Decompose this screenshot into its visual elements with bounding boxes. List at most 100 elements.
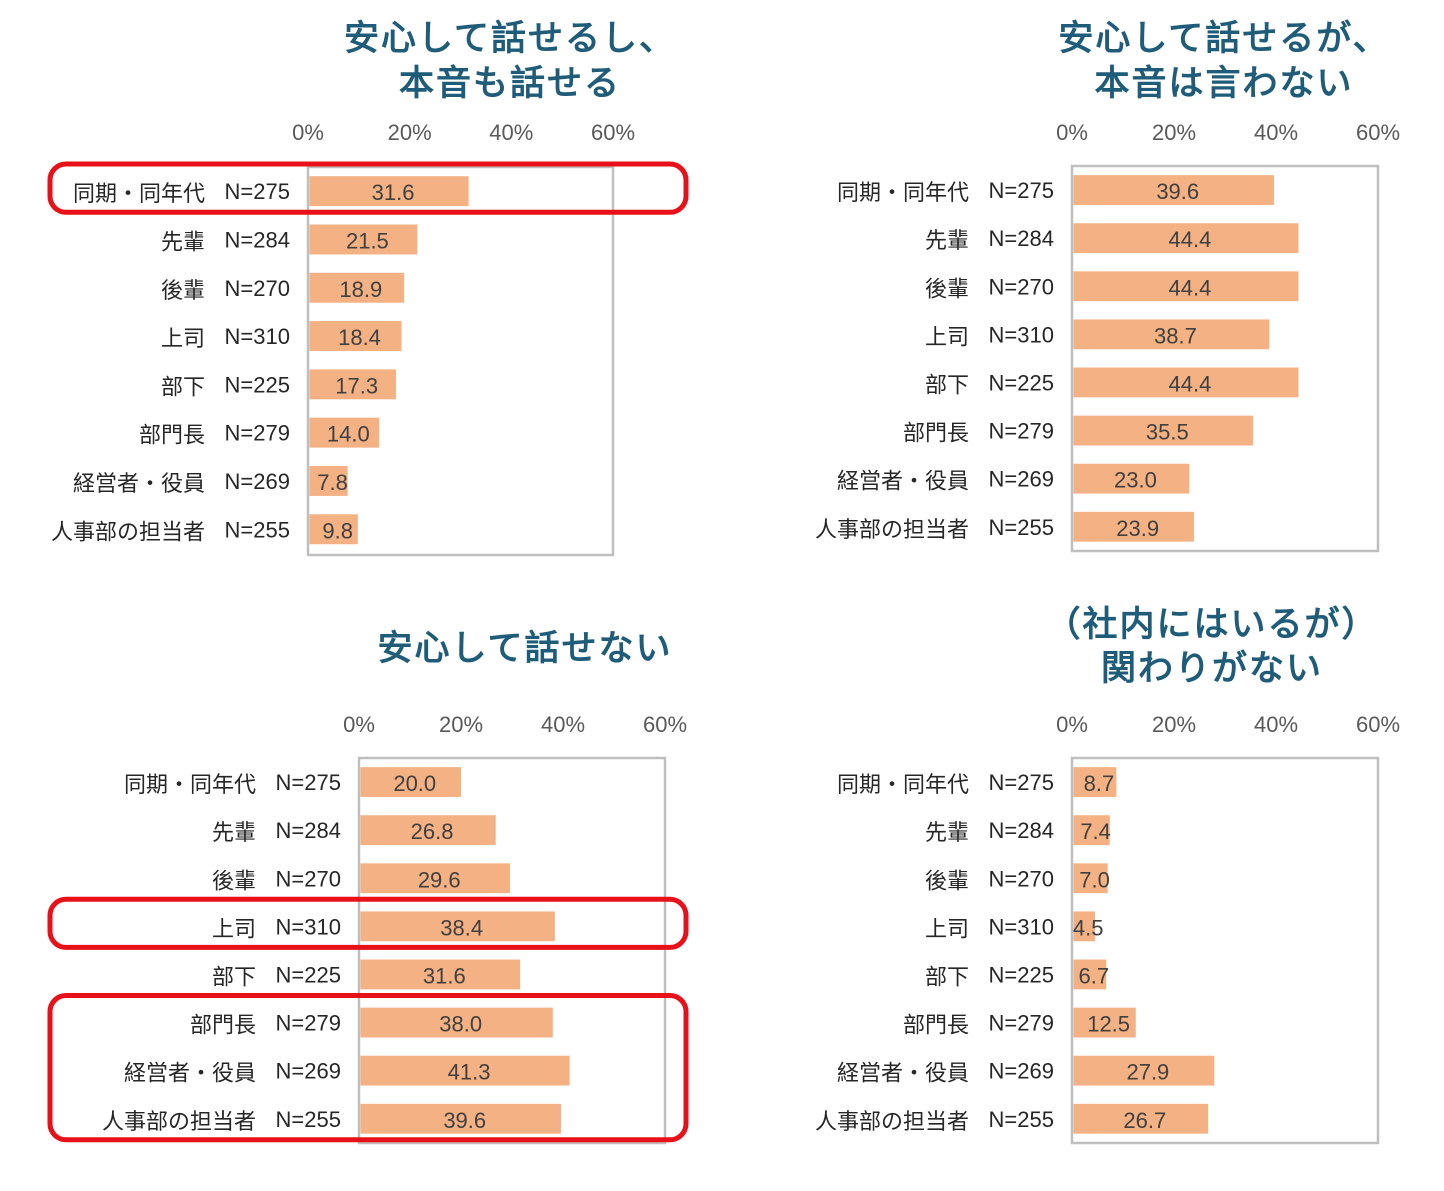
bar-value-label: 38.0 [439,1012,482,1037]
bar [309,224,418,255]
chart-title-line: 安心して話せるが、 [1058,19,1389,59]
bar-value-label: 26.8 [411,819,454,844]
category-label: 部下 [212,965,256,990]
chart-title-line: 関わりがない [1101,649,1323,689]
bar [309,417,380,448]
sample-size-label: N=279 [276,1011,341,1036]
bar [309,514,358,545]
bar-value-label: 31.6 [372,180,415,205]
bar-value-label: 31.6 [423,963,466,988]
category-label: 先輩 [161,230,205,255]
chart-panel-3: 安心して話せない 0% 20% 40% 60% 20.0 N=275 同期・同年代 26.8 N=… [47,629,689,1145]
bar [360,767,461,797]
sample-size-label: N=255 [276,1107,341,1132]
category-label: 人事部の担当者 [51,520,205,545]
x-tick-label: 0% [1056,120,1088,145]
bar-value-label: 29.6 [418,867,461,892]
bar [1073,511,1194,542]
bar-value-label: 6.7 [1079,963,1110,988]
bar [309,321,402,352]
bar [309,369,396,400]
bar-value-label: 27.9 [1126,1060,1169,1085]
bar [1073,367,1299,398]
x-tick-label: 40% [541,712,585,737]
plot-frame [1070,164,1380,553]
sample-size-label: N=310 [989,322,1054,347]
bar [360,911,555,942]
highlight-box [47,161,689,215]
sample-size-label: N=275 [989,178,1054,203]
bar [1073,863,1108,894]
bar [1073,319,1270,350]
bar-value-label: 44.4 [1169,371,1212,396]
category-label: 部門長 [903,1014,969,1039]
x-tick-label: 20% [1152,712,1196,737]
bar [1073,175,1274,205]
sample-size-label: N=279 [989,419,1054,444]
bar [309,272,405,303]
bar-value-label: 41.3 [448,1060,491,1085]
sample-size-label: N=270 [989,866,1054,891]
sample-size-label: N=310 [276,914,341,939]
category-label: 部下 [161,375,205,400]
bar [1073,463,1190,494]
sample-size-label: N=225 [989,370,1054,395]
sample-size-label: N=284 [276,818,341,843]
x-tick-label: 0% [1056,712,1088,737]
bar [1073,223,1299,254]
sample-size-label: N=284 [989,818,1054,843]
sample-size-label: N=255 [989,515,1054,540]
bar [1073,815,1110,846]
sample-size-label: N=284 [989,226,1054,251]
x-tick-label: 40% [489,120,533,145]
category-label: 先輩 [925,821,969,846]
category-label: 後輩 [161,279,205,304]
category-label: 人事部の担当者 [815,1110,969,1135]
sample-size-label: N=275 [225,179,290,204]
bar-value-label: 38.7 [1154,323,1197,348]
sample-size-label: N=270 [276,866,341,891]
bar-value-label: 7.4 [1080,819,1111,844]
plot-frame [357,756,667,1145]
plot-frame [306,165,615,557]
bar-value-label: 18.9 [339,277,382,302]
x-tick-label: 0% [292,120,324,145]
bar-value-label: 9.8 [322,518,353,543]
sample-size-label: N=284 [225,227,290,252]
sample-size-label: N=255 [225,517,290,542]
bar-value-label: 23.9 [1116,516,1159,541]
category-label: 同期・同年代 [124,773,256,798]
sample-size-label: N=269 [989,1059,1054,1084]
category-label: 同期・同年代 [837,773,969,798]
category-label: 経営者・役員 [837,1062,969,1087]
x-tick-label: 20% [439,712,483,737]
bar-value-label: 23.0 [1114,468,1157,493]
bar-value-label: 35.5 [1146,420,1189,445]
x-tick-label: 60% [643,712,687,737]
category-label: 上司 [212,917,256,942]
sample-size-label: N=310 [225,324,290,349]
x-tick-label: 60% [1356,120,1400,145]
chart-title-line: 本音は言わない [1094,63,1353,104]
bar-value-label: 44.4 [1169,227,1212,252]
bar [1073,415,1254,446]
chart-title-line: 安心して話せるし、 [344,19,676,59]
category-label: 先輩 [212,821,256,846]
x-tick-label: 20% [1152,120,1196,145]
sample-size-label: N=275 [989,770,1054,795]
bar-value-label: 7.8 [317,470,348,495]
bar [1073,1007,1136,1038]
bar-value-label: 26.7 [1123,1108,1166,1133]
bar [1073,911,1095,942]
bar-value-label: 44.4 [1169,275,1212,300]
bar-value-label: 18.4 [338,325,381,350]
bar [1073,1055,1215,1086]
bar-value-label: 14.0 [327,422,370,447]
chart-panel-1: 安心して話せるし、本音も話せる 0% 20% 40% 60% 31.6 N=275 同期・同年… [47,19,689,557]
bar [1073,1103,1209,1134]
x-tick-label: 0% [343,712,375,737]
chart-panel-4: （社内にはいるが）関わりがない 0% 20% 40% 60% 8.7 N=275 同期・同年代… [815,605,1400,1145]
category-label: 人事部の担当者 [102,1110,256,1135]
